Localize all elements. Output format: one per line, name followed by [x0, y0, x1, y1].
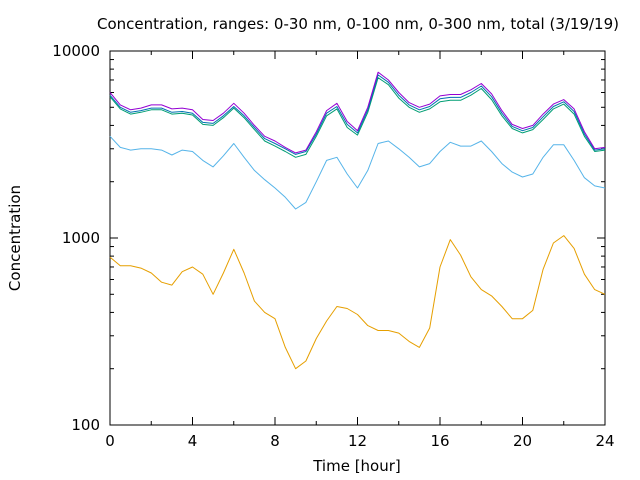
y-axis-label: Concentration	[6, 185, 24, 291]
x-tick-label: 24	[595, 432, 614, 450]
series-line-2	[109, 135, 606, 210]
series-line-4	[109, 74, 606, 155]
series-line-3	[109, 77, 606, 158]
axis-ticks: 0 4 8 12 16 20 24 100 1000 10000	[52, 42, 614, 450]
x-tick-label: 20	[513, 432, 532, 450]
x-tick-label: 12	[348, 432, 367, 450]
y-minor-ticks	[110, 59, 605, 370]
plot-frame	[109, 50, 606, 426]
x-axis-label: Time [hour]	[312, 457, 401, 475]
chart-title: Concentration, ranges: 0-30 nm, 0-100 nm…	[97, 15, 619, 33]
x-tick-label: 8	[270, 432, 280, 450]
y-tick-label: 1000	[62, 229, 100, 247]
x-tick-label: 0	[105, 432, 115, 450]
series-line-1	[109, 235, 606, 370]
series-line-5	[109, 71, 606, 154]
x-tick-label: 16	[430, 432, 449, 450]
x-tick-label: 4	[188, 432, 198, 450]
series-layer	[109, 71, 606, 370]
y-tick-label: 10000	[52, 42, 100, 60]
y-tick-label: 100	[71, 416, 100, 434]
